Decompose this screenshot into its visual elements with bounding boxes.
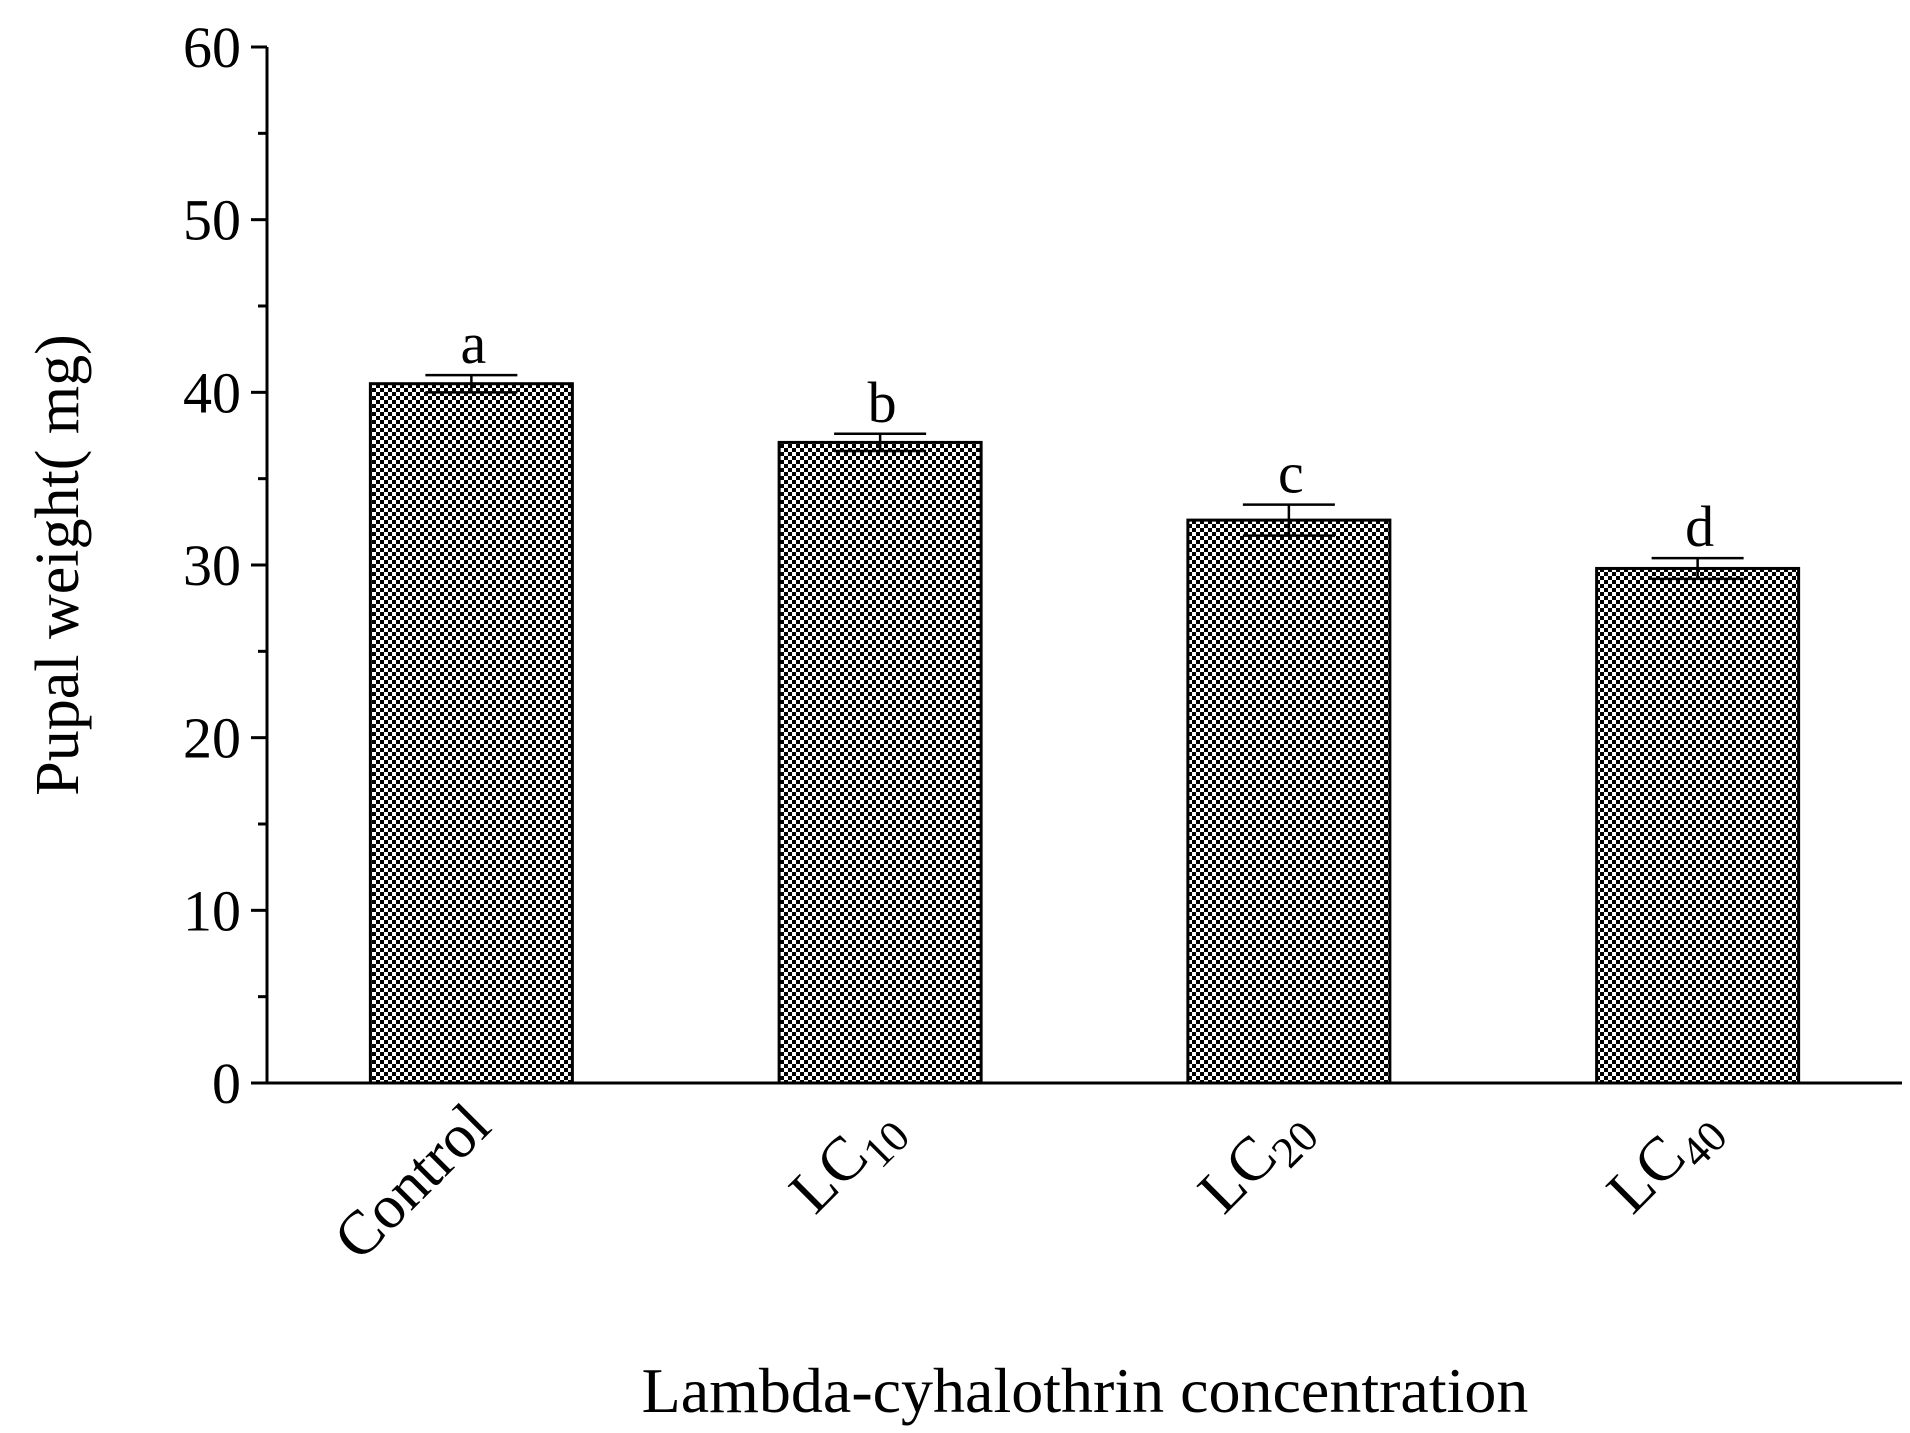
bar [777, 440, 983, 1085]
x-axis-title: Lambda-cyhalothrin concentration [642, 1355, 1529, 1426]
y-axis-title-unit: ( mg) [24, 334, 92, 470]
y-tick-label: 60 [183, 15, 241, 80]
x-tick-label: LC20 [1186, 1091, 1328, 1233]
y-tick-label: 20 [183, 706, 241, 771]
bar [1186, 518, 1392, 1085]
significance-letter: b [868, 370, 897, 435]
y-axis-title: Pupal weight( mg) [24, 334, 92, 796]
significance-letter: d [1685, 494, 1714, 559]
y-tick-label: 50 [183, 188, 241, 253]
bar [1595, 566, 1801, 1085]
y-tick-label: 0 [212, 1051, 241, 1116]
x-tick-label-base: Control [321, 1091, 503, 1273]
significance-letter: a [461, 311, 487, 376]
y-tick-label: 30 [183, 533, 241, 598]
significance-letter: c [1278, 441, 1304, 506]
x-tick-label: LC40 [1594, 1091, 1736, 1233]
y-tick-label: 10 [183, 878, 241, 943]
x-tick-label: LC10 [777, 1091, 919, 1233]
bar [368, 382, 574, 1085]
bars [368, 373, 1801, 1085]
x-tick-label: Control [321, 1091, 503, 1273]
y-axis-title-label: Pupal weight [24, 470, 92, 795]
y-tick-label: 40 [183, 360, 241, 425]
